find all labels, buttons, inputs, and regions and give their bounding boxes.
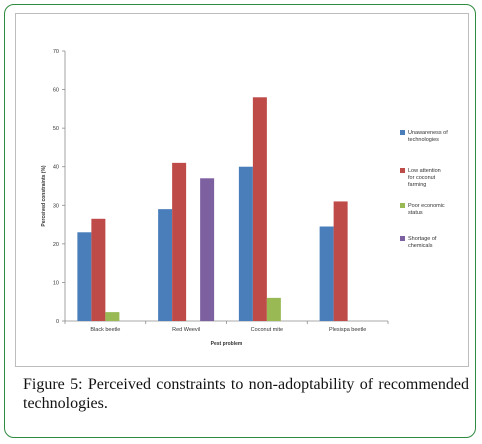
bar-unawareness-of-technologies-coconut-mite [238,166,253,321]
y-tick-label: 20 [53,242,59,248]
y-tick-label: 40 [53,165,59,171]
figure-frame: 0 10 20 30 40 50 60 70 Black beetle Red Weevil Coc… [4,4,476,438]
y-tick-label: 60 [53,88,59,94]
bar-low-attention-for-coconut-farming-plesispa-beetle [333,201,348,321]
x-axis-title: Pest problem [211,341,243,347]
x-tick-label: Coconut mite [251,327,283,333]
y-tick-label: 10 [53,280,59,286]
figure-caption-text: Perceived constraints to non-adoptabilit… [23,376,470,412]
chart-area: 0 10 20 30 40 50 60 70 Black beetle Red Weevil Coc… [15,13,469,367]
legend-swatch-low-attention-for-coconut-farming [400,168,405,173]
x-tick-label: Black beetle [90,327,120,333]
bar-unawareness-of-technologies-red-weevil [158,209,173,321]
legend-label-unawareness-of-technologies: Unawareness of technologies [408,130,448,143]
bar-low-attention-for-coconut-farming-coconut-mite [252,97,267,322]
bar-low-attention-for-coconut-farming-black-beetle [91,218,106,321]
legend-label-poor-economic-status: Poor economic status [408,203,445,216]
legend-swatch-unawareness-of-technologies [400,130,405,135]
legend-label-shortage-of-chemicals: Shortage of chemicals [408,236,437,249]
y-tick-label: 0 [56,319,59,325]
bar-chart: 0 10 20 30 40 50 60 70 Black beetle Red Weevil Coc… [41,49,448,347]
bar-poor-economic-status-black-beetle [105,312,120,321]
legend-label-low-attention-for-coconut-farming: Low attention for coconut farming [408,168,441,188]
y-axis-title: Perceived constraints (%) [41,165,47,226]
figure-caption: Figure 5: Perceived constraints to non-a… [23,375,469,413]
legend-swatch-poor-economic-status [400,203,405,208]
y-tick-label: 70 [53,49,59,55]
y-tick-label: 30 [53,203,59,209]
bar-unawareness-of-technologies-black-beetle [77,232,92,321]
x-tick-label: Red Weevil [172,327,200,333]
bar-low-attention-for-coconut-farming-red-weevil [172,162,187,321]
bar-unawareness-of-technologies-plesispa-beetle [319,226,334,321]
bar-shortage-of-chemicals-red-weevil [200,178,215,321]
bar-poor-economic-status-coconut-mite [266,297,281,321]
y-tick-label: 50 [53,126,59,132]
legend-swatch-shortage-of-chemicals [400,236,405,241]
figure-label: Figure 5: [23,376,83,393]
x-tick-label: Plesispa beetle [329,327,366,333]
